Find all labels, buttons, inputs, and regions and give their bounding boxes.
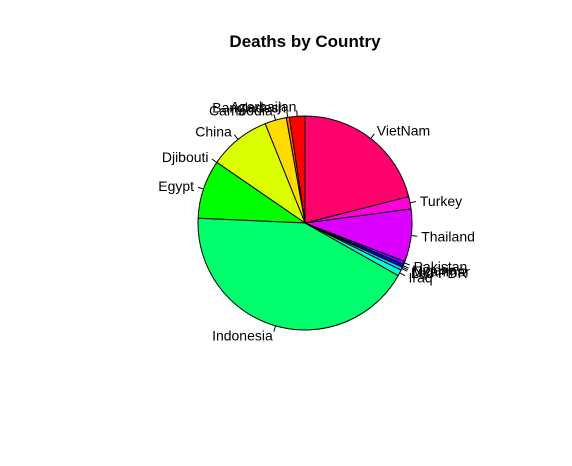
label-tick-myanmar: [402, 266, 409, 271]
slice-label-bangladesh: Bangladesh: [212, 100, 286, 116]
slice-label-egypt: Egypt: [158, 178, 194, 194]
slice-label-cambodia: Cambodia: [209, 103, 273, 119]
label-tick-thailand: [411, 235, 418, 237]
slice-label-lao-pdr: Lao PDR: [411, 265, 468, 281]
slice-label-nigeria: Nigeria: [412, 262, 457, 278]
pie-slices: [197, 115, 413, 331]
slice-label-iraq: Iraq: [409, 269, 433, 285]
label-tick-djibouti: [211, 158, 218, 163]
label-tick-china: [233, 134, 239, 140]
slice-label-myanmar: Myanmar: [412, 263, 471, 279]
slice-label-china: China: [195, 124, 232, 140]
label-tick-iraq: [399, 272, 406, 277]
label-tick-nigeria: [402, 265, 409, 269]
label-tick-pakistan: [404, 262, 411, 266]
slice-label-pakistan: Pakistan: [414, 259, 468, 275]
label-tick-turkey: [409, 201, 417, 204]
slice-label-thailand: Thailand: [421, 229, 475, 245]
label-ticks: [197, 110, 418, 332]
label-tick-vietnam: [370, 133, 375, 139]
chart-title: Deaths by Country: [229, 32, 381, 51]
slice-label-azerbaijan: Azerbaijan: [230, 98, 296, 114]
slice-label-vietnam: VietNam: [377, 123, 430, 139]
label-tick-cambodia: [273, 114, 277, 121]
label-tick-egypt: [197, 186, 204, 190]
pie-slice-vietnam: [304, 115, 410, 224]
slice-label-djibouti: Djibouti: [162, 149, 209, 165]
label-tick-lao-pdr: [401, 268, 408, 272]
slice-label-turkey: Turkey: [420, 193, 462, 209]
label-tick-bangladesh: [286, 111, 289, 118]
slice-label-indonesia: Indonesia: [212, 327, 273, 343]
label-tick-indonesia: [273, 325, 277, 332]
